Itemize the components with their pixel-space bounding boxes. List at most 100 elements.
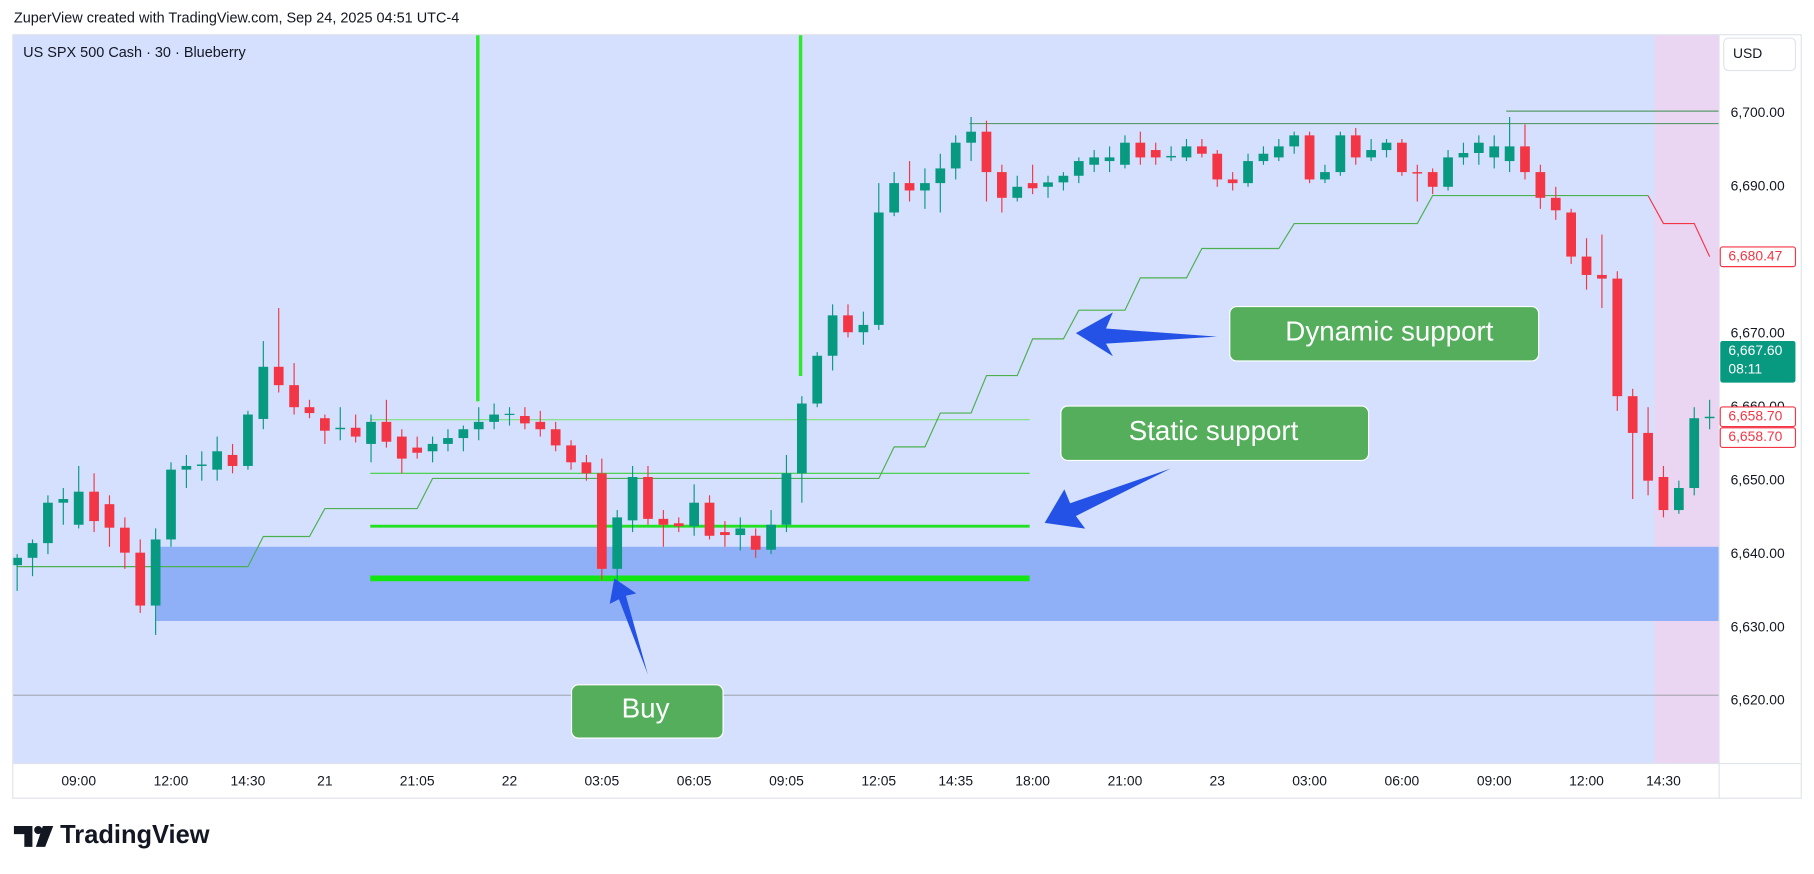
candle-body bbox=[396, 436, 407, 459]
candle-body bbox=[720, 532, 730, 536]
candle-body bbox=[1643, 432, 1653, 481]
annotation: Static support bbox=[1129, 415, 1299, 446]
candle-body bbox=[1120, 142, 1130, 165]
candle-body bbox=[104, 504, 115, 528]
candle-body bbox=[1243, 161, 1253, 184]
x-tick-label: 18:00 bbox=[1015, 773, 1050, 789]
candle-body bbox=[1335, 135, 1346, 173]
price-label-box bbox=[1719, 406, 1797, 428]
session-zone bbox=[1654, 34, 1720, 764]
candle-body bbox=[1535, 172, 1546, 198]
candle-body bbox=[350, 427, 361, 437]
currency-box[interactable] bbox=[1723, 37, 1797, 72]
candle-body bbox=[1350, 135, 1361, 158]
candle-body bbox=[135, 552, 146, 606]
candle-body bbox=[1104, 157, 1115, 162]
x-tick-label: 14:30 bbox=[231, 773, 266, 789]
candle-body bbox=[520, 416, 530, 424]
candle-body bbox=[1027, 183, 1038, 189]
x-tick-label: 14:35 bbox=[938, 773, 973, 789]
candle-body bbox=[966, 131, 976, 143]
candle-body bbox=[1627, 396, 1638, 433]
candle-body bbox=[1597, 274, 1607, 279]
logo-mark bbox=[34, 825, 43, 835]
candle-body bbox=[473, 421, 484, 430]
candle-body bbox=[1381, 142, 1392, 151]
candle-body bbox=[43, 502, 53, 544]
candle-body bbox=[320, 418, 330, 431]
candle-body bbox=[858, 324, 869, 333]
candle-body bbox=[1704, 416, 1715, 419]
candle-body bbox=[443, 438, 453, 444]
candle-body bbox=[766, 524, 776, 550]
x-tick-label: 21 bbox=[317, 773, 333, 789]
candle-body bbox=[1612, 278, 1623, 397]
x-tick-label: 09:00 bbox=[1477, 773, 1512, 789]
price-label-box bbox=[1720, 340, 1796, 383]
candle-body bbox=[1458, 152, 1469, 158]
candle-body bbox=[843, 315, 853, 333]
candle-body bbox=[304, 407, 315, 414]
candle-body bbox=[427, 443, 438, 452]
x-tick-label: 09:05 bbox=[769, 773, 804, 789]
logo-mark bbox=[13, 825, 33, 847]
candle-body bbox=[566, 445, 576, 463]
candle-body bbox=[1473, 142, 1484, 153]
y-tick-label: 6,670.00 bbox=[1731, 324, 1785, 340]
candle-body bbox=[366, 421, 376, 444]
candle-body bbox=[735, 528, 746, 536]
x-tick-label: 12:00 bbox=[154, 773, 189, 789]
candle-body bbox=[997, 172, 1007, 198]
candle-body bbox=[781, 473, 792, 525]
candle-body bbox=[673, 523, 684, 527]
candle-body bbox=[1689, 418, 1700, 489]
annotation-box bbox=[1060, 405, 1370, 462]
candle-body bbox=[504, 413, 515, 415]
price-label-box bbox=[1719, 427, 1797, 448]
price-label: 6,667.60 bbox=[1728, 342, 1782, 358]
annotation: Dynamic support bbox=[1285, 316, 1493, 347]
candle-body bbox=[596, 473, 607, 569]
x-tick-label: 23 bbox=[1210, 773, 1226, 789]
candle-body bbox=[935, 168, 946, 184]
candle-body bbox=[889, 183, 900, 213]
candle-body bbox=[1058, 175, 1069, 183]
x-tick-label: 03:05 bbox=[584, 773, 619, 789]
candle-body bbox=[612, 517, 623, 569]
price-label-box bbox=[1719, 246, 1797, 268]
x-tick-label: 14:30 bbox=[1646, 773, 1681, 789]
candle-body bbox=[1258, 153, 1269, 162]
x-tick-label: 06:00 bbox=[1385, 773, 1420, 789]
currency[interactable]: USD bbox=[1733, 45, 1762, 61]
annotation-box bbox=[1229, 305, 1540, 362]
candle-body bbox=[643, 476, 653, 519]
x-tick-label: 12:00 bbox=[1569, 773, 1604, 789]
candle-body bbox=[1397, 142, 1407, 173]
candle-body bbox=[89, 491, 99, 522]
candle-body bbox=[827, 315, 838, 356]
candle-body bbox=[904, 183, 915, 191]
candle-body bbox=[950, 142, 961, 169]
candle-body bbox=[689, 502, 699, 527]
indicator-line bbox=[17, 195, 1649, 568]
candle-body bbox=[1181, 146, 1192, 158]
candle-body bbox=[1304, 135, 1315, 180]
x-tick-label: 09:00 bbox=[61, 773, 96, 789]
candle-body bbox=[381, 421, 392, 442]
arrow bbox=[1044, 468, 1171, 529]
candle-body bbox=[581, 462, 592, 474]
candle-body bbox=[458, 429, 469, 439]
candle-body bbox=[812, 355, 823, 404]
x-tick-label: 21:05 bbox=[400, 773, 435, 789]
support-zone bbox=[156, 546, 1720, 621]
candle-body bbox=[796, 403, 807, 474]
candle-body bbox=[1412, 172, 1423, 174]
x-tick-label: 06:05 bbox=[677, 773, 712, 789]
axis-layer: 6,620.006,630.006,640.006,650.006,660.00… bbox=[61, 104, 1797, 789]
logo: TradingView bbox=[13, 821, 210, 849]
y-tick-label: 6,700.00 bbox=[1731, 104, 1785, 120]
candle-body bbox=[1566, 212, 1577, 257]
candle-body bbox=[27, 543, 38, 558]
candle-body bbox=[58, 499, 69, 503]
candle-body bbox=[1073, 161, 1084, 176]
